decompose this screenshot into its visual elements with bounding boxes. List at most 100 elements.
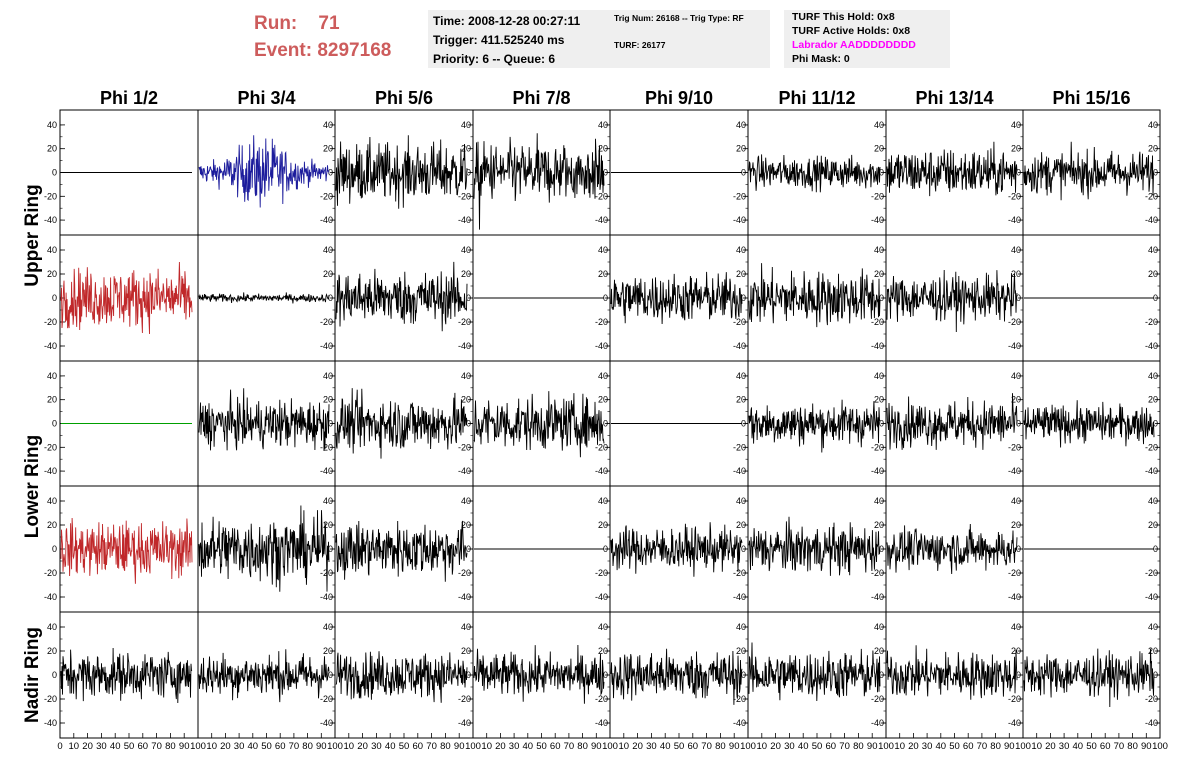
event-value: 8297168 — [317, 40, 392, 61]
y-tick-label: 20 — [461, 269, 471, 279]
event-label: Event: — [254, 40, 313, 61]
y-tick-label: -20 — [44, 568, 57, 578]
y-tick-label: 20 — [1148, 520, 1158, 530]
y-tick-label: -40 — [871, 466, 884, 476]
column-header: Phi 11/12 — [778, 88, 855, 108]
y-tick-label: 40 — [461, 120, 471, 130]
y-tick-label: -40 — [44, 341, 57, 351]
y-tick-label: -40 — [44, 215, 57, 225]
y-tick-label: 20 — [323, 520, 333, 530]
x-tick-label: 80 — [1127, 741, 1138, 752]
y-tick-label: 40 — [1011, 245, 1021, 255]
x-tick-label: 60 — [275, 741, 286, 752]
y-tick-label: -20 — [320, 442, 333, 452]
y-tick-label: 20 — [1011, 520, 1021, 530]
waveform-trace — [335, 388, 468, 459]
y-tick-label: -40 — [871, 718, 884, 728]
y-tick-label: 40 — [874, 245, 884, 255]
y-tick-label: 20 — [736, 269, 746, 279]
waveform-trace — [335, 651, 468, 703]
y-tick-label: -40 — [733, 466, 746, 476]
y-tick-label: 40 — [736, 622, 746, 632]
waveform-trace — [473, 133, 605, 230]
waveform-trace — [748, 263, 881, 328]
y-tick-label: 20 — [598, 144, 608, 154]
y-tick-label: -20 — [1145, 694, 1158, 704]
x-tick-label: 100 — [602, 741, 618, 752]
y-tick-label: -20 — [320, 694, 333, 704]
x-tick-label: 30 — [922, 741, 933, 752]
y-tick-label: 0 — [466, 168, 471, 178]
y-tick-label: -40 — [320, 718, 333, 728]
x-tick-label: 90 — [867, 741, 878, 752]
y-tick-label: 0 — [741, 419, 746, 429]
y-tick-label: 20 — [874, 395, 884, 405]
x-tick-label: 70 — [426, 741, 437, 752]
y-tick-label: -20 — [1008, 694, 1021, 704]
y-tick-label: -20 — [733, 694, 746, 704]
y-tick-label: 40 — [736, 245, 746, 255]
x-tick-label: 80 — [853, 741, 864, 752]
x-tick-label: 70 — [1114, 741, 1125, 752]
y-tick-label: 40 — [736, 496, 746, 506]
waveform-trace — [886, 523, 1018, 575]
y-tick-label: 0 — [879, 168, 884, 178]
x-tick-label: 10 — [619, 741, 630, 752]
y-tick-label: -20 — [1145, 317, 1158, 327]
y-tick-label: 0 — [741, 670, 746, 680]
x-tick-label: 70 — [701, 741, 712, 752]
x-tick-label: 100 — [1015, 741, 1031, 752]
y-tick-label: 0 — [1153, 419, 1158, 429]
y-tick-label: -20 — [44, 442, 57, 452]
y-tick-label: -40 — [1008, 466, 1021, 476]
x-tick-label: 100 — [740, 741, 756, 752]
y-tick-label: 20 — [1148, 269, 1158, 279]
y-tick-label: -20 — [871, 568, 884, 578]
x-tick-label: 100 — [327, 741, 343, 752]
waveform-trace — [335, 135, 468, 209]
y-tick-label: -20 — [1145, 191, 1158, 201]
y-tick-label: 0 — [1153, 168, 1158, 178]
x-tick-label: 100 — [465, 741, 481, 752]
x-tick-label: 30 — [646, 741, 657, 752]
y-tick-label: -40 — [1145, 466, 1158, 476]
y-tick-label: 40 — [1148, 120, 1158, 130]
x-tick-label: 30 — [96, 741, 107, 752]
time-info-box: Time: 2008-12-28 00:27:11 Trigger: 411.5… — [428, 10, 606, 68]
y-tick-label: 40 — [1148, 622, 1158, 632]
y-tick-label: -20 — [595, 568, 608, 578]
y-tick-label: -40 — [1145, 718, 1158, 728]
y-tick-label: 20 — [874, 646, 884, 656]
waveform-trace — [610, 271, 743, 325]
x-tick-label: 50 — [124, 741, 135, 752]
x-tick-label: 50 — [261, 741, 272, 752]
x-tick-label: 70 — [151, 741, 162, 752]
waveform-trace — [198, 292, 330, 304]
y-tick-label: 0 — [328, 419, 333, 429]
y-tick-label: 40 — [598, 496, 608, 506]
y-tick-label: 0 — [879, 419, 884, 429]
y-tick-label: -40 — [733, 215, 746, 225]
time-text: Time: 2008-12-28 00:27:11 — [433, 14, 581, 28]
x-tick-label: 90 — [179, 741, 190, 752]
y-tick-label: 20 — [598, 520, 608, 530]
column-header: Phi 5/6 — [375, 88, 433, 108]
x-tick-label: 90 — [729, 741, 740, 752]
x-tick-label: 50 — [949, 741, 960, 752]
y-tick-label: 40 — [1148, 496, 1158, 506]
x-tick-label: 60 — [826, 741, 837, 752]
y-tick-label: 0 — [328, 168, 333, 178]
y-tick-label: 20 — [874, 144, 884, 154]
y-tick-label: 40 — [47, 245, 57, 255]
y-tick-label: 40 — [323, 622, 333, 632]
y-tick-label: -20 — [44, 191, 57, 201]
y-tick-label: -40 — [320, 215, 333, 225]
y-tick-label: -40 — [320, 341, 333, 351]
y-tick-label: 40 — [323, 371, 333, 381]
trigger-info-box: Trig Num: 26168 -- Trig Type: RF TURF: 2… — [606, 10, 770, 68]
y-tick-label: -40 — [458, 466, 471, 476]
x-tick-label: 80 — [577, 741, 588, 752]
y-tick-label: 20 — [1011, 269, 1021, 279]
y-tick-label: -20 — [595, 442, 608, 452]
